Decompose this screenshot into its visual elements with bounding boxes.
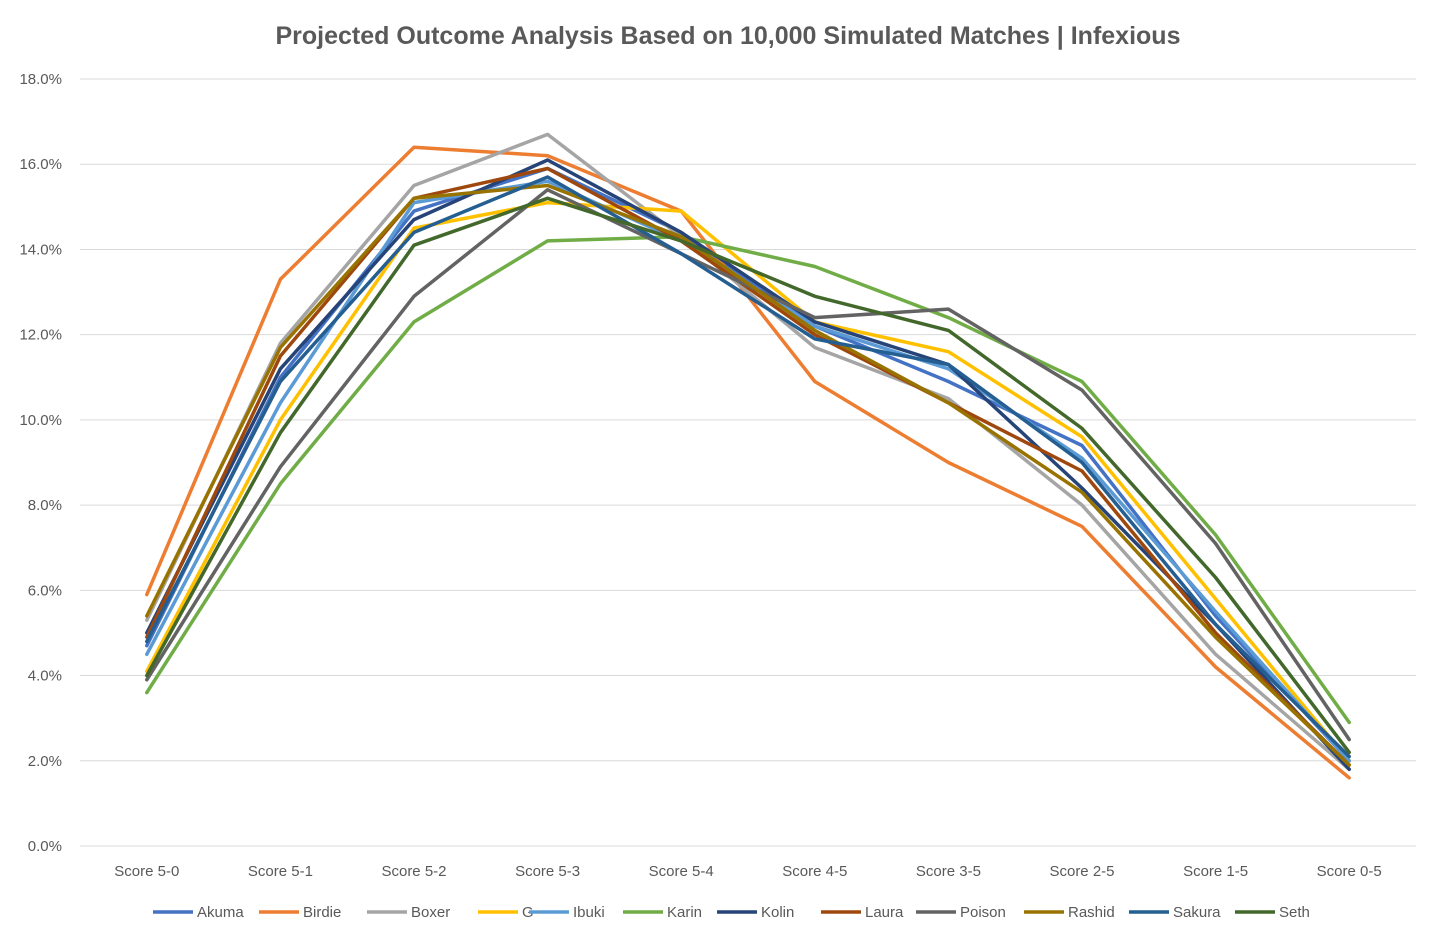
x-tick-label: Score 0-5 [1317, 863, 1382, 880]
series-line-seth [145, 196, 1351, 755]
legend-item-karin: Karin [623, 904, 702, 921]
legend-item-sakura: Sakura [1129, 904, 1221, 921]
y-tick-label: 8.0% [28, 497, 62, 514]
legend-label: Sakura [1173, 904, 1221, 921]
legend-item-boxer: Boxer [367, 904, 450, 921]
y-tick-label: 0.0% [28, 838, 62, 855]
y-tick-label: 4.0% [28, 668, 62, 685]
gridlines [80, 78, 1416, 847]
series-line-rashid [145, 183, 1351, 767]
x-tick-label: Score 1-5 [1183, 863, 1248, 880]
y-tick-label: 6.0% [28, 582, 62, 599]
y-axis-ticks: 0.0% 2.0% 4.0% 6.0% 8.0% 10.0% 12.0% 14.0% 16.0%… [19, 71, 62, 855]
legend-label: Boxer [411, 904, 450, 921]
series-line-karin [145, 234, 1351, 725]
y-tick-label: 10.0% [19, 412, 62, 429]
legend-label: Kolin [761, 904, 794, 921]
legend-item-akuma: Akuma [153, 904, 244, 921]
legend-label: Akuma [197, 904, 244, 921]
series-line-boxer [145, 132, 1351, 772]
series-line-g [145, 200, 1351, 763]
y-tick-label: 2.0% [28, 753, 62, 770]
legend-label: Ibuki [573, 904, 605, 921]
series-line-sakura [145, 175, 1351, 759]
x-tick-label: Score 5-2 [381, 863, 446, 880]
legend-item-laura: Laura [821, 904, 904, 921]
legend-label: Seth [1279, 904, 1310, 921]
legend-item-kolin: Kolin [717, 904, 794, 921]
x-tick-label: Score 3-5 [916, 863, 981, 880]
legend-item-birdie: Birdie [259, 904, 341, 921]
chart-title: Projected Outcome Analysis Based on 10,0… [276, 22, 1181, 50]
series-line-akuma [145, 166, 1351, 763]
y-tick-label: 14.0% [19, 241, 62, 258]
x-tick-label: Score 5-4 [649, 863, 714, 880]
series-line-kolin [145, 158, 1351, 772]
legend-item-poison: Poison [916, 904, 1006, 921]
legend-label: Karin [667, 904, 702, 921]
legend-item-seth: Seth [1235, 904, 1310, 921]
series-line-birdie [145, 145, 1351, 780]
x-axis-ticks: Score 5-0 Score 5-1 Score 5-2 Score 5-3 Scor… [114, 863, 1381, 880]
series-lines [145, 132, 1351, 780]
legend-item-ibuki: Ibuki [529, 904, 605, 921]
series-line-poison [145, 188, 1351, 742]
y-tick-label: 16.0% [19, 156, 62, 173]
legend-label: Birdie [303, 904, 341, 921]
x-tick-label: Score 5-3 [515, 863, 580, 880]
series-line-laura [145, 166, 1351, 767]
legend-label: Laura [865, 904, 904, 921]
legend-item-g: G [478, 904, 534, 921]
x-tick-label: Score 2-5 [1049, 863, 1114, 880]
x-tick-label: Score 5-1 [248, 863, 313, 880]
legend-label: Rashid [1068, 904, 1115, 921]
legend: Akuma Birdie Boxer G Ibuki Karin Kolin Laura Poi… [153, 904, 1310, 921]
legend-label: Poison [960, 904, 1006, 921]
legend-item-rashid: Rashid [1024, 904, 1115, 921]
y-tick-label: 12.0% [19, 327, 62, 344]
legend-label: G [522, 904, 534, 921]
x-tick-label: Score 4-5 [782, 863, 847, 880]
y-tick-label: 18.0% [19, 71, 62, 88]
x-tick-label: Score 5-0 [114, 863, 179, 880]
